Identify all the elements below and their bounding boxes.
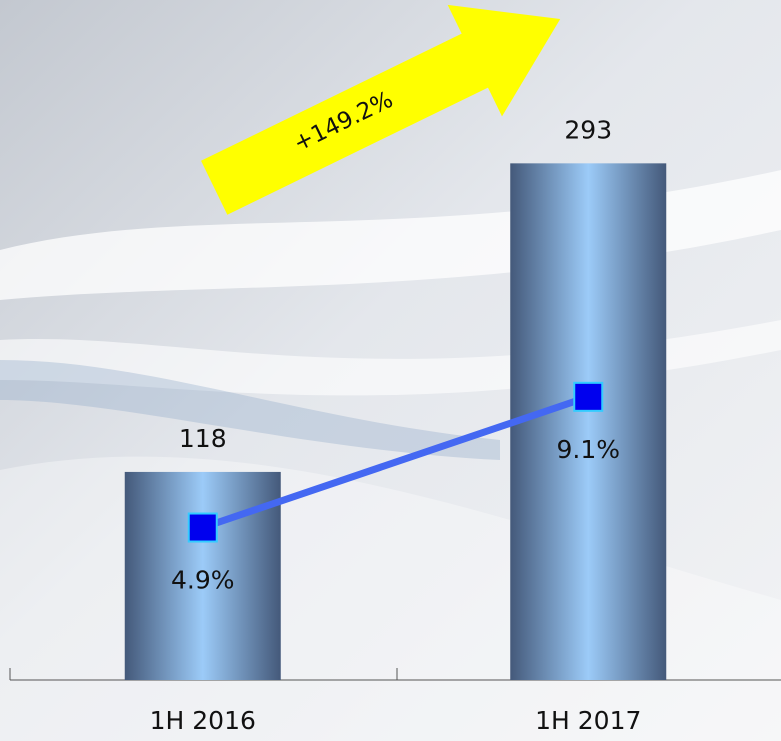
bar xyxy=(510,163,667,681)
bar-value-label: 118 xyxy=(179,424,227,453)
line-marker xyxy=(573,381,604,412)
line xyxy=(201,393,590,531)
x-tick-label: 1H 2016 xyxy=(150,706,256,735)
swoosh xyxy=(0,360,500,460)
x-tick-label: 1H 2017 xyxy=(535,706,641,735)
line-marker xyxy=(187,512,218,543)
line-value-label: 4.9% xyxy=(171,566,235,595)
swoosh xyxy=(0,170,781,300)
line-value-label: 9.1% xyxy=(556,435,620,464)
bar-value-label: 293 xyxy=(564,115,612,144)
arrow-shape xyxy=(201,4,561,215)
